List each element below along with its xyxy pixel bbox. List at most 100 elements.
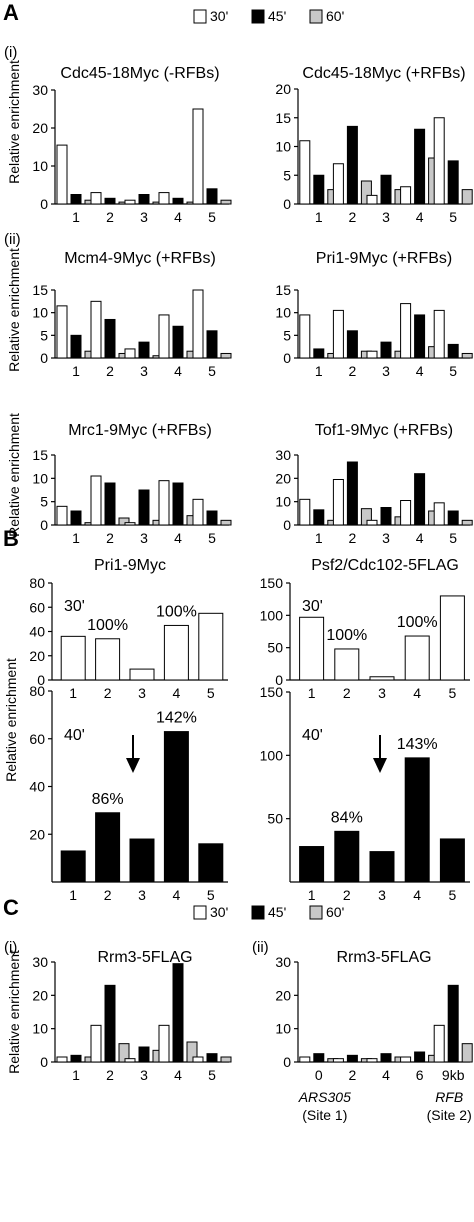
x-tick-label: 5 (208, 363, 216, 379)
bar (124, 199, 136, 205)
x-tick-label: 2 (104, 887, 112, 903)
bar (346, 330, 358, 359)
y-tick-label: 5 (40, 494, 48, 510)
x-tick-label: 2 (106, 1067, 114, 1083)
x-tick-label: 9kb (442, 1067, 465, 1083)
bar (332, 163, 344, 205)
bar (124, 1058, 136, 1063)
bar (366, 194, 378, 205)
y-tick-label: 15 (275, 282, 291, 298)
x-tick-label: 3 (378, 887, 386, 903)
y-axis-label-a-ii-1: Relative enrichment (6, 248, 22, 372)
y-tick-label: 15 (275, 110, 291, 126)
panel-letter-c: C (3, 895, 19, 920)
bar (313, 1053, 325, 1063)
chart-title: Tof1-9Myc (+RFBs) (315, 422, 453, 439)
x-tick-label: 4 (174, 530, 182, 546)
arrow-down-icon (126, 735, 140, 773)
x-tick-label: 2 (106, 530, 114, 546)
bar (433, 117, 445, 205)
bar (366, 350, 378, 359)
bar (172, 325, 184, 359)
panel-c-sub-ii: (ii) (252, 939, 269, 956)
chart-title: Rrm3-5FLAG (97, 949, 192, 966)
bar (380, 341, 392, 359)
bar (192, 498, 204, 526)
bar (346, 461, 358, 526)
bar (433, 1024, 445, 1063)
bar (192, 289, 204, 359)
bar (206, 330, 218, 359)
legend-bottom: 30' 45' 60' (193, 904, 344, 920)
bar (60, 635, 86, 681)
bar (158, 192, 170, 205)
panel-a-sub-i: (i) (4, 44, 17, 61)
x-tick-label: 3 (140, 1067, 148, 1083)
y-tick-label: 0 (37, 672, 45, 688)
bar (447, 984, 459, 1063)
chart-title: Pri1-9Myc (+RFBs) (316, 250, 452, 267)
bar (400, 500, 412, 526)
bar (198, 612, 224, 681)
bar (439, 838, 465, 883)
site-label: (Site 2) (427, 1107, 472, 1123)
bar (186, 1041, 198, 1063)
y-axis-label-a-ii-2: Relative enrichment (6, 413, 22, 537)
chart-3: Mcm4-9Myc (+RFBs) 0 5 10 15 1 2 3 4 5 (32, 250, 232, 379)
bar (56, 505, 68, 526)
bar (206, 510, 218, 526)
y-tick-label: 10 (275, 139, 291, 155)
y-tick-label: 20 (275, 81, 291, 97)
chart-title: Mrc1-9Myc (+RFBs) (68, 422, 212, 439)
y-tick-label: 10 (32, 470, 48, 486)
bar (332, 1058, 344, 1063)
y-tick-label: 0 (283, 350, 291, 366)
bar (138, 194, 150, 205)
bar (56, 305, 68, 359)
x-tick-label: 5 (449, 209, 457, 225)
chart-title: Cdc45-18Myc (-RFBs) (60, 65, 219, 82)
panel-letter-b: B (3, 526, 19, 551)
x-tick-label: 1 (308, 685, 316, 701)
bar (158, 314, 170, 359)
chart-title: Mcm4-9Myc (+RFBs) (64, 250, 216, 267)
bar (118, 517, 130, 526)
chart-11: Rrm3-5FLAG 0 10 20 30 1 2 3 4 5 (32, 949, 232, 1083)
x-tick-label: 5 (449, 530, 457, 546)
bar (332, 479, 344, 526)
legend-label: 45' (268, 8, 286, 24)
bar (90, 1024, 102, 1063)
bar (172, 482, 184, 526)
legend-label: 45' (268, 904, 286, 920)
x-tick-label: 1 (72, 1067, 80, 1083)
x-tick-label: 5 (449, 887, 457, 903)
x-tick-label: 4 (416, 530, 424, 546)
bar (56, 1056, 68, 1063)
bar (138, 489, 150, 526)
bar (299, 498, 311, 526)
bar (447, 510, 459, 526)
legend-label: 60' (326, 8, 344, 24)
x-tick-label: 2 (349, 530, 357, 546)
x-tick-label: 4 (174, 1067, 182, 1083)
x-tick-label: 4 (382, 1067, 390, 1083)
x-tick-label: 1 (315, 363, 323, 379)
bar (461, 189, 473, 205)
percent-label: 142% (156, 710, 197, 727)
time-label: 40' (64, 727, 85, 744)
bar (70, 334, 82, 359)
y-tick-label: 5 (283, 327, 291, 343)
bar (95, 812, 121, 883)
legend-label: 30' (210, 904, 228, 920)
bar (220, 352, 232, 359)
bar (206, 188, 218, 205)
bar (56, 144, 68, 205)
y-tick-label: 80 (29, 575, 45, 591)
bar (118, 1043, 130, 1063)
bar (461, 519, 473, 526)
percent-label: 100% (397, 614, 438, 631)
bar (404, 635, 430, 681)
x-tick-label: 4 (413, 685, 421, 701)
